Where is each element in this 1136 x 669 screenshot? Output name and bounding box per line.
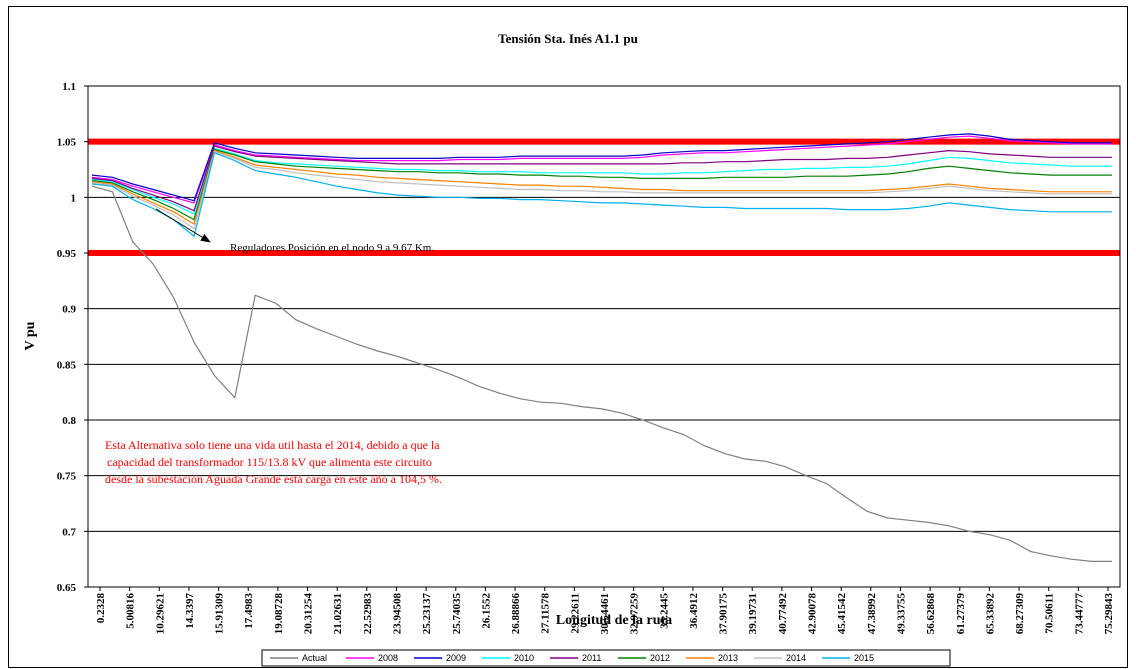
series-line-2010 (91, 147, 1112, 215)
x-tick-label: 49.33755 (895, 593, 907, 635)
legend-entry-label: 2013 (718, 653, 738, 663)
x-tick-label: 25.74035 (451, 593, 463, 635)
x-tick-label: 0.2328 (95, 593, 107, 624)
x-tick-label: 29.22611 (569, 593, 581, 634)
x-tick-label: 42.90078 (807, 593, 819, 635)
legend-entry-label: 2008 (378, 653, 398, 663)
lifetime-note-line-2: capacidad del transformador 115/13.8 kV … (107, 455, 432, 469)
regulator-arrow (155, 208, 211, 243)
y-tick-label: 1 (71, 192, 77, 204)
regulator-annotation: Reguladores Posición en el nodo 9 a 9.67… (230, 242, 434, 254)
series-line-2013 (91, 149, 1112, 226)
x-tick-label: 22.52983 (362, 593, 374, 635)
plot-area-border (87, 85, 1121, 588)
x-tick-label: 10.29621 (154, 593, 166, 634)
x-tick-label: 32.97259 (629, 593, 641, 635)
legend-entry-label: 2015 (854, 653, 874, 663)
x-tick-label: 40.77492 (777, 593, 789, 635)
x-tick-label: 73.44777 (1073, 593, 1085, 635)
y-tick-label: 0.8 (62, 415, 76, 427)
x-tick-label: 65.33892 (984, 593, 996, 635)
x-tick-labels: 0.2328 5.00816 10.29621 14.3397 15.91309 17.4… (95, 587, 1115, 634)
x-tick-label: 26.1552 (480, 593, 492, 629)
lifetime-note-line-3: desde la subestación Aguada Grande está … (105, 472, 442, 486)
y-tick-label: 0.85 (57, 359, 77, 371)
x-tick-label: 23.94508 (391, 593, 403, 635)
x-tick-label: 45.41542 (836, 593, 848, 635)
x-tick-label: 26.88866 (510, 593, 522, 635)
x-axis-label: Longitud de la ruta (556, 613, 672, 628)
series-lines (91, 133, 1112, 563)
x-tick-label: 15.91309 (214, 593, 226, 635)
legend-entry-label: 2009 (446, 653, 466, 663)
legend-entry-label: 2014 (786, 653, 806, 663)
chart-title: Tensión Sta. Inés A1.1 pu (498, 31, 638, 46)
x-tick-label: 36.4912 (688, 593, 700, 629)
x-tick-label: 30.54461 (599, 593, 611, 634)
series-line-2015 (91, 151, 1112, 238)
x-tick-label: 39.19731 (747, 593, 759, 634)
x-tick-label: 47.38992 (866, 593, 878, 635)
x-tick-label: 27.11578 (540, 593, 552, 634)
series-line-2008 (91, 135, 1112, 204)
lifetime-note-line-1: Esta Alternativa solo tiene una vida uti… (105, 438, 440, 452)
x-tick-label: 35.2445 (658, 593, 670, 629)
y-tick-labels: 0.65 0.7 0.75 0.8 0.85 0.9 0.95 1 1.05 1.1 (57, 81, 88, 594)
x-tick-label: 14.3397 (184, 593, 196, 629)
legend-entry-label: 2011 (582, 653, 601, 663)
x-tick-label: 25.23137 (421, 593, 433, 635)
x-tick-label: 70.50611 (1044, 593, 1056, 634)
x-tick-label: 17.4983 (243, 593, 255, 629)
y-tick-label: 0.7 (62, 526, 76, 538)
legend-entry-label: 2012 (650, 653, 670, 663)
x-tick-label: 56.62868 (925, 593, 937, 635)
x-tick-label: 68.27309 (1014, 593, 1026, 635)
x-tick-label: 5.00816 (125, 593, 137, 629)
series-line-2009 (91, 133, 1112, 202)
y-tick-label: 0.9 (62, 304, 76, 316)
legend-entry-label: 2010 (514, 653, 534, 663)
y-tick-label: 0.75 (57, 471, 77, 483)
series-line-2014 (91, 150, 1112, 230)
y-axis-label: V pu (23, 321, 38, 350)
x-tick-label: 19.08728 (273, 593, 285, 635)
series-line-Actual (91, 185, 1112, 563)
y-tick-label: 0.65 (57, 582, 77, 594)
chart-frame (8, 6, 1128, 668)
series-line-2011 (91, 145, 1112, 212)
legend-box (261, 649, 951, 667)
y-tick-label: 1.05 (57, 137, 77, 149)
gridlines (88, 85, 1120, 588)
series-line-2012 (91, 148, 1112, 221)
x-tick-label: 61.27379 (955, 593, 967, 635)
limit-lines (88, 138, 1120, 256)
x-tick-label: 20.31254 (303, 593, 315, 635)
x-tick-label: 37.90175 (718, 593, 730, 635)
x-tick-label: 75.29843 (1103, 593, 1115, 635)
legend-entry-label: Actual (302, 653, 327, 663)
y-tick-label: 0.95 (57, 248, 77, 260)
y-tick-label: 1.1 (62, 81, 76, 93)
x-tick-label: 21.02631 (332, 593, 344, 634)
legend: Actual 2008 2009 2010 2011 2012 2013 2014 2015 (261, 649, 951, 667)
